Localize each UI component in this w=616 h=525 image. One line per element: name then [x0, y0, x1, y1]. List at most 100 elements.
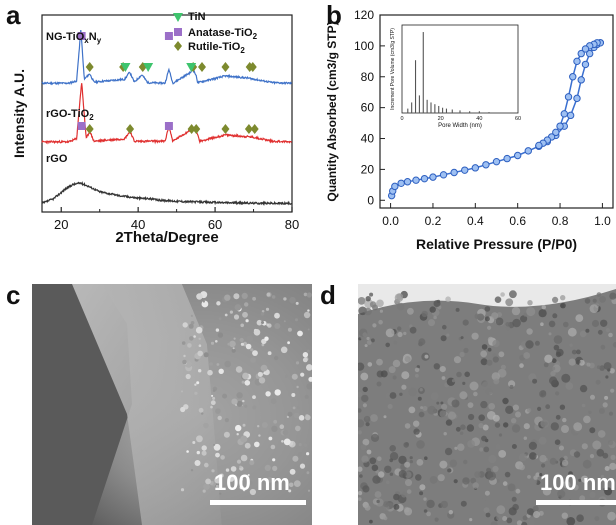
tem-particle: [443, 432, 447, 436]
tem-particle: [515, 411, 521, 418]
tem-particle: [553, 335, 563, 344]
xrd-line-1: [41, 83, 293, 145]
sem-particle: [267, 477, 273, 483]
tem-particle: [495, 317, 504, 326]
sem-particle: [210, 405, 213, 409]
tem-particle: [526, 408, 532, 413]
tem-particle: [462, 319, 469, 326]
xrd-line-2: [41, 181, 293, 207]
sem-particle: [307, 328, 310, 331]
sem-particle: [232, 347, 235, 350]
tem-particle: [404, 507, 413, 516]
tem-particle: [492, 414, 500, 422]
xrd-tin-marker: [120, 63, 131, 72]
tem-particle: [484, 490, 490, 496]
tem-particle: [533, 475, 538, 480]
tem-particle: [487, 325, 492, 330]
panel-label-a: a: [6, 0, 21, 30]
tem-particle: [362, 332, 368, 337]
tem-particle: [591, 319, 600, 328]
tem-particle: [600, 319, 608, 327]
sem-particle: [190, 314, 193, 317]
sem-particle: [249, 460, 255, 466]
sem-particle: [307, 309, 310, 312]
tem-particle: [589, 304, 599, 313]
tem-particle: [505, 325, 511, 331]
tem-scale-label: 100 nm: [540, 470, 616, 495]
tem-particle: [375, 469, 379, 474]
bet-y-tick-label: 20: [361, 162, 375, 176]
tem-particle: [561, 425, 569, 433]
sem-particle: [267, 351, 272, 356]
tem-particle: [456, 371, 462, 378]
bet-y-axis-label: Quantity Absorbed (cm3/g STP): [325, 21, 339, 201]
tem-particle: [539, 473, 543, 477]
sem-particle: [217, 332, 224, 338]
sem-particle: [194, 460, 201, 466]
tem-particle: [532, 505, 539, 512]
sem-particle: [295, 361, 300, 365]
tem-particle: [405, 479, 412, 487]
tem-particle: [497, 312, 502, 318]
tem-particle: [440, 500, 448, 509]
tem-particle: [484, 306, 491, 312]
tem-particle: [488, 403, 496, 410]
tem-particle: [609, 292, 616, 300]
tem-particle: [540, 419, 549, 428]
tem-particle: [445, 296, 451, 302]
tem-particle: [589, 427, 596, 434]
tem-particle: [482, 424, 489, 431]
tem-particle: [541, 463, 546, 468]
tem-particle: [512, 404, 519, 411]
tem-particle: [378, 319, 383, 325]
sem-particle: [252, 350, 258, 356]
bet-point: [471, 164, 480, 172]
sem-particle: [303, 292, 308, 297]
tem-particle: [528, 441, 537, 450]
bet-x-tick-label: 0.2: [425, 214, 442, 228]
tem-particle: [608, 440, 614, 446]
tem-particle: [459, 391, 468, 400]
bet-point: [429, 173, 437, 181]
tem-particle: [487, 347, 492, 352]
sem-particle: [298, 443, 302, 447]
tem-particle: [595, 379, 601, 385]
inset-x-axis-label: Pore Width (nm): [438, 123, 482, 129]
sem-particle: [235, 424, 242, 432]
sem-particle: [261, 310, 265, 313]
tem-scale-bar: [536, 500, 616, 505]
sem-particle: [187, 343, 192, 348]
sem-particle: [192, 441, 196, 444]
sem-particle: [196, 293, 203, 300]
sem-particle: [284, 374, 288, 378]
tem-particle: [366, 336, 370, 341]
tem-particle: [396, 293, 404, 301]
tem-particle: [478, 414, 485, 421]
tem-particle: [433, 300, 441, 307]
tem-particle: [494, 422, 501, 428]
sem-particle: [274, 355, 279, 361]
bet-x-tick-label: 0.0: [382, 214, 399, 228]
tem-particle: [502, 397, 509, 405]
sem-particle: [250, 348, 254, 352]
sem-particle: [201, 450, 207, 456]
tem-particle: [545, 404, 551, 410]
sem-particle: [203, 483, 210, 490]
sem-particle: [212, 389, 216, 392]
sem-particle: [182, 322, 188, 328]
tem-particle: [560, 302, 566, 309]
sem-particle: [239, 465, 242, 468]
tem-particle: [358, 497, 362, 501]
tem-particle: [389, 452, 399, 461]
tem-particle: [409, 460, 413, 464]
sem-particle: [244, 442, 251, 449]
tem-particle: [518, 453, 527, 462]
tem-particle: [592, 298, 597, 303]
sem-particle: [266, 323, 270, 327]
sem-particle: [241, 380, 245, 384]
sem-particle: [306, 383, 312, 390]
sem-particle: [212, 396, 216, 400]
sem-particle: [201, 412, 204, 415]
tem-particle: [460, 500, 467, 507]
tem-particle: [403, 442, 409, 448]
